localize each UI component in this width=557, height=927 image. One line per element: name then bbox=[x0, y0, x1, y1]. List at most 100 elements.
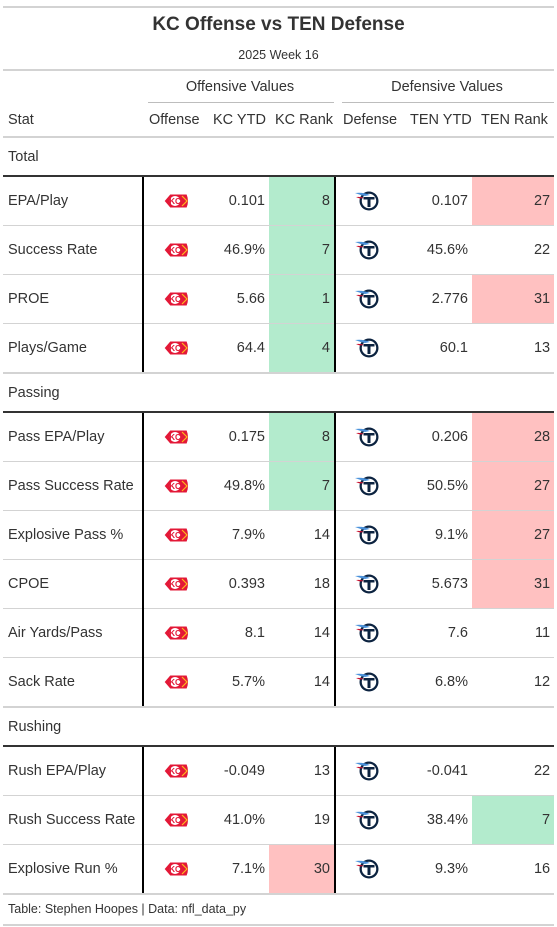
ten-rank-value: 28 bbox=[472, 412, 555, 462]
ten-rank-value: 22 bbox=[472, 225, 555, 275]
group-row: Passing bbox=[3, 373, 555, 413]
offense-logo-cell: KC bbox=[142, 461, 208, 511]
chiefs-logo-icon: KC bbox=[163, 576, 189, 592]
svg-text:KC: KC bbox=[169, 433, 181, 442]
stat-label: Plays/Game bbox=[3, 323, 143, 374]
kc-ytd-value: 8.1 bbox=[208, 608, 269, 658]
titans-logo-icon bbox=[355, 574, 379, 594]
stat-label: Pass Success Rate bbox=[3, 461, 143, 511]
defense-logo-cell bbox=[334, 608, 400, 658]
offense-logo-cell: KC bbox=[142, 176, 208, 226]
chiefs-logo-icon: KC bbox=[163, 478, 189, 494]
group-row: Rushing bbox=[3, 707, 555, 747]
table-row: CPOE KC 0.393 18 5.673 31 bbox=[3, 559, 555, 609]
offense-logo-cell: KC bbox=[142, 510, 208, 560]
kc-rank-value: 4 bbox=[269, 323, 335, 374]
ten-ytd-value: 5.673 bbox=[400, 559, 472, 609]
column-header-offense: Offense bbox=[149, 112, 200, 128]
group-label: Passing bbox=[3, 373, 555, 413]
titans-logo-icon bbox=[355, 859, 379, 879]
stat-label: Rush EPA/Play bbox=[3, 746, 143, 796]
column-header-kc-rank: KC Rank bbox=[275, 112, 334, 128]
bottom-rule bbox=[3, 924, 554, 926]
chiefs-logo-icon: KC bbox=[163, 291, 189, 307]
offense-logo-cell: KC bbox=[142, 323, 208, 374]
table-row: Pass Success Rate KC 49.8% 7 50.5% 27 bbox=[3, 461, 555, 511]
svg-text:KC: KC bbox=[169, 482, 181, 491]
table-row: Plays/Game KC 64.4 4 60.1 13 bbox=[3, 323, 555, 374]
offense-logo-cell: KC bbox=[142, 225, 208, 275]
group-row: Total bbox=[3, 138, 555, 177]
offense-logo-cell: KC bbox=[142, 412, 208, 462]
titans-logo-icon bbox=[355, 191, 379, 211]
kc-ytd-value: 41.0% bbox=[208, 795, 269, 845]
kc-rank-value: 14 bbox=[269, 608, 335, 658]
table-row: Sack Rate KC 5.7% 14 6.8% 12 bbox=[3, 657, 555, 708]
offense-logo-cell: KC bbox=[142, 746, 208, 796]
table-row: Explosive Pass % KC 7.9% 14 9.1% 27 bbox=[3, 510, 555, 560]
defense-logo-cell bbox=[334, 461, 400, 511]
kc-rank-value: 14 bbox=[269, 657, 335, 708]
defense-logo-cell bbox=[334, 176, 400, 226]
chiefs-logo-icon: KC bbox=[163, 340, 189, 356]
defense-logo-cell bbox=[334, 844, 400, 895]
group-label: Rushing bbox=[3, 707, 555, 747]
ten-ytd-value: 9.1% bbox=[400, 510, 472, 560]
offense-logo-cell: KC bbox=[142, 608, 208, 658]
svg-text:KC: KC bbox=[169, 197, 181, 206]
stat-label: Rush Success Rate bbox=[3, 795, 143, 845]
ten-ytd-value: 50.5% bbox=[400, 461, 472, 511]
ten-ytd-value: 0.206 bbox=[400, 412, 472, 462]
ten-rank-value: 11 bbox=[472, 608, 555, 658]
ten-ytd-value: 38.4% bbox=[400, 795, 472, 845]
column-header-kc-ytd: KC YTD bbox=[213, 112, 266, 128]
defense-logo-cell bbox=[334, 559, 400, 609]
offensive-values-spanner: Offensive Values bbox=[185, 79, 295, 95]
stats-table: Total EPA/Play KC 0.101 8 0.107 27 Success R… bbox=[3, 138, 555, 895]
kc-ytd-value: 46.9% bbox=[208, 225, 269, 275]
ten-rank-value: 31 bbox=[472, 559, 555, 609]
titans-logo-icon bbox=[355, 623, 379, 643]
ten-ytd-value: 2.776 bbox=[400, 274, 472, 324]
ten-rank-value: 7 bbox=[472, 795, 555, 845]
ten-rank-value: 16 bbox=[472, 844, 555, 895]
defensive-values-spanner: Defensive Values bbox=[391, 79, 503, 95]
svg-text:KC: KC bbox=[169, 865, 181, 874]
table-row: PROE KC 5.66 1 2.776 31 bbox=[3, 274, 555, 324]
ten-rank-value: 27 bbox=[472, 510, 555, 560]
kc-rank-value: 14 bbox=[269, 510, 335, 560]
table-row: EPA/Play KC 0.101 8 0.107 27 bbox=[3, 176, 555, 226]
header-rule bbox=[3, 136, 554, 138]
svg-text:KC: KC bbox=[169, 816, 181, 825]
offense-logo-cell: KC bbox=[142, 274, 208, 324]
offense-logo-cell: KC bbox=[142, 795, 208, 845]
table-row: Pass EPA/Play KC 0.175 8 0.206 28 bbox=[3, 412, 555, 462]
table-subtitle: 2025 Week 16 bbox=[238, 48, 319, 62]
kc-ytd-value: 7.9% bbox=[208, 510, 269, 560]
ten-ytd-value: 45.6% bbox=[400, 225, 472, 275]
defense-logo-cell bbox=[334, 225, 400, 275]
kc-ytd-value: 0.393 bbox=[208, 559, 269, 609]
ten-ytd-value: 0.107 bbox=[400, 176, 472, 226]
stat-label: EPA/Play bbox=[3, 176, 143, 226]
defense-logo-cell bbox=[334, 657, 400, 708]
ten-ytd-value: -0.041 bbox=[400, 746, 472, 796]
stat-label: Explosive Run % bbox=[3, 844, 143, 895]
ten-ytd-value: 7.6 bbox=[400, 608, 472, 658]
stat-label: Success Rate bbox=[3, 225, 143, 275]
defensive-spanner-rule bbox=[342, 102, 554, 103]
chiefs-logo-icon: KC bbox=[163, 242, 189, 258]
kc-ytd-value: 5.66 bbox=[208, 274, 269, 324]
table-row: Explosive Run % KC 7.1% 30 9.3% 16 bbox=[3, 844, 555, 895]
svg-text:KC: KC bbox=[169, 246, 181, 255]
stat-label: Sack Rate bbox=[3, 657, 143, 708]
titans-logo-icon bbox=[355, 525, 379, 545]
kc-ytd-value: 64.4 bbox=[208, 323, 269, 374]
offense-logo-cell: KC bbox=[142, 844, 208, 895]
kc-ytd-value: 0.101 bbox=[208, 176, 269, 226]
defense-logo-cell bbox=[334, 510, 400, 560]
defense-logo-cell bbox=[334, 274, 400, 324]
titans-logo-icon bbox=[355, 338, 379, 358]
svg-text:KC: KC bbox=[169, 580, 181, 589]
